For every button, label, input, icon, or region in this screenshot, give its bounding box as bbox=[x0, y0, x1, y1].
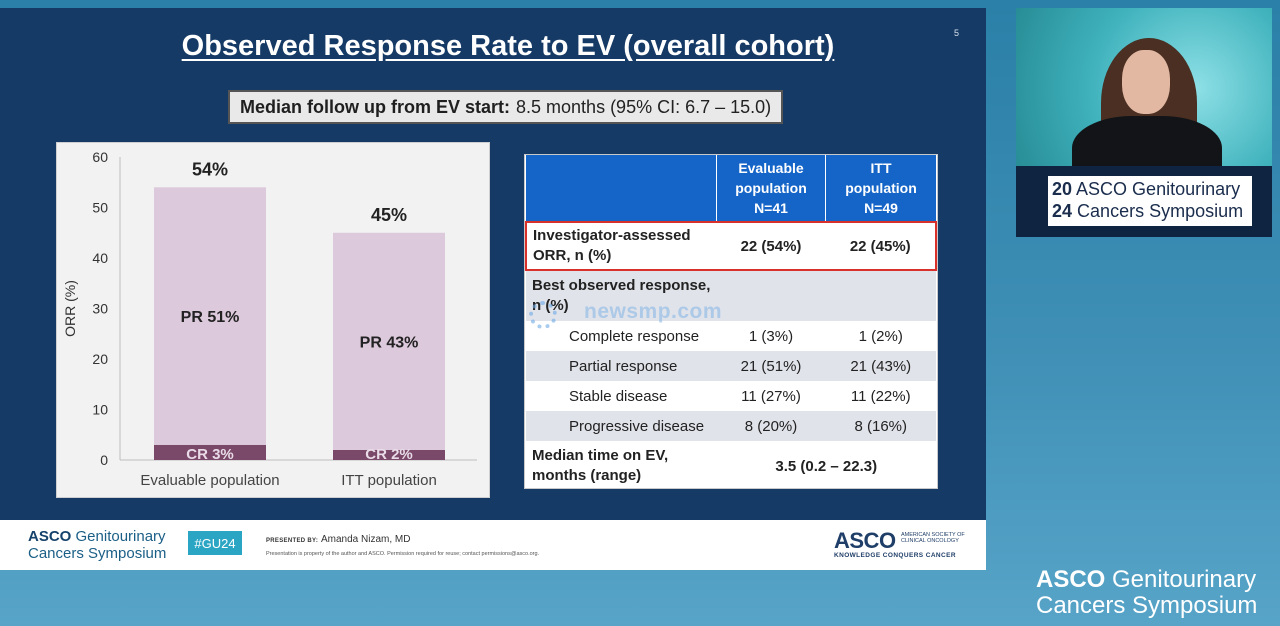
pr-bar-segment bbox=[154, 187, 266, 445]
table-row-orr: Investigator-assessed ORR, n (%) 22 (54%… bbox=[525, 221, 937, 271]
cell-best-response-label: Best observed response, n (%) bbox=[526, 270, 717, 321]
table-row-median-time: Median time on EV, months (range) 3.5 (0… bbox=[526, 441, 936, 491]
y-tick-label: 40 bbox=[92, 250, 108, 266]
cell-pr-itt: 21 (43%) bbox=[825, 351, 936, 381]
header-itt-line3: N=49 bbox=[864, 200, 898, 216]
speaker-video-feed: 20 ASCO Genitourinary 24 Cancers Symposi… bbox=[1016, 8, 1272, 237]
hashtag-badge: #GU24 bbox=[188, 531, 242, 555]
y-tick-label: 20 bbox=[92, 351, 108, 367]
slide-title: Observed Response Rate to EV (overall co… bbox=[181, 30, 835, 62]
cr-bar-segment bbox=[154, 444, 266, 460]
x-category-label: Evaluable population bbox=[140, 472, 279, 489]
table-row-partial-response: Partial response 21 (51%) 21 (43%) bbox=[526, 351, 936, 381]
cr-bar-segment bbox=[333, 449, 445, 460]
table-row-best-response: Best observed response, n (%) bbox=[526, 270, 936, 321]
followup-label: Median follow up from EV start: bbox=[240, 96, 511, 117]
broadcast-brand-logo: ASCO Genitourinary Cancers Symposium bbox=[1036, 567, 1257, 619]
header-itt-line1: ITT bbox=[870, 160, 892, 176]
table-header-itt: ITT population N=49 bbox=[825, 155, 936, 222]
table-header-row: Evaluable population N=41 ITT population… bbox=[526, 155, 936, 222]
table-row-stable-disease: Stable disease 11 (27%) 11 (22%) bbox=[526, 381, 936, 411]
cell-cr-evaluable: 1 (3%) bbox=[748, 327, 794, 345]
cr-segment-label: CR 3% bbox=[186, 446, 234, 463]
watermark-text: newsmp.com bbox=[526, 300, 722, 324]
brand-bold: ASCO bbox=[1036, 566, 1106, 593]
cr-segment-label: CR 2% bbox=[365, 446, 413, 463]
bar-total-label: 45% bbox=[371, 205, 407, 225]
cell-empty bbox=[716, 270, 826, 321]
footer-logo-line1: ASCO Genitourinary bbox=[28, 528, 166, 545]
cell-cr-itt: 1 (2%) bbox=[858, 327, 903, 345]
cell-pd-itt: 8 (16%) bbox=[825, 411, 936, 441]
pr-segment-label: PR 43% bbox=[360, 334, 419, 351]
chart-svg: 0 10 20 30 40 50 60 ORR (%) PR 51% CR 3% 54% Evalua… bbox=[62, 149, 477, 489]
presented-by-label: PRESENTED BY: bbox=[266, 538, 319, 544]
brand-line2: Cancers Symposium bbox=[1036, 592, 1258, 619]
bar-total-label: 54% bbox=[192, 159, 228, 179]
pr-bar-segment bbox=[333, 232, 445, 450]
presenter-name: Amanda Nizam, MD bbox=[321, 534, 411, 545]
sign-text-line2: Cancers Symposium bbox=[1077, 201, 1244, 221]
x-category-label: ITT population bbox=[341, 472, 437, 489]
cell-median-value: 3.5 (0.2 – 22.3) bbox=[775, 457, 878, 475]
orr-bar-chart: 0 10 20 30 40 50 60 ORR (%) PR 51% CR 3% 54% Evalua… bbox=[56, 142, 490, 498]
footer-symposium-logo: ASCO Genitourinary Cancers Symposium bbox=[28, 528, 166, 562]
y-tick-label: 10 bbox=[92, 402, 108, 418]
table-row-progressive-disease: Progressive disease 8 (20%) 8 (16%) bbox=[526, 411, 936, 441]
response-table-panel: Evaluable population N=41 ITT population… bbox=[524, 154, 938, 489]
followup-box: Median follow up from EV start: 8.5 mont… bbox=[228, 90, 784, 124]
y-tick-label: 50 bbox=[92, 200, 108, 216]
speaker-face bbox=[1122, 50, 1170, 114]
asco-motto: KNOWLEDGE CONQUERS CANCER bbox=[834, 552, 956, 559]
pr-segment-label: PR 51% bbox=[181, 309, 240, 326]
cell-sd-itt: 11 (22%) bbox=[850, 387, 911, 405]
lectern-sign-line1: 20 ASCO Genitourinary bbox=[1052, 178, 1248, 200]
y-tick-label: 60 bbox=[92, 149, 108, 165]
y-tick-label: 0 bbox=[100, 452, 108, 468]
brand-text: Genitourinary bbox=[1105, 566, 1257, 593]
watermark-label: newsmp.com bbox=[584, 300, 723, 323]
cell-median-label: Median time on EV, months (range) bbox=[532, 447, 669, 484]
cell-orr-itt: 22 (45%) bbox=[825, 221, 937, 271]
cell-pr-label: Partial response bbox=[526, 351, 717, 381]
lectern-sign-line2: 24 Cancers Symposium bbox=[1052, 200, 1248, 222]
cell-pr-evaluable: 21 (51%) bbox=[716, 351, 826, 381]
brand-line1: ASCO Genitourinary bbox=[1036, 567, 1257, 593]
cell-pd-evaluable: 8 (20%) bbox=[716, 411, 826, 441]
footer-logo-text: Genitourinary bbox=[71, 528, 166, 545]
header-itt-line2: population bbox=[845, 180, 917, 196]
header-evaluable-line2: population bbox=[735, 180, 807, 196]
asco-logo: ASCO bbox=[834, 528, 896, 553]
cell-sd-label: Stable disease bbox=[569, 387, 668, 405]
cell-orr-evaluable: 22 (54%) bbox=[716, 221, 826, 271]
lectern-sign: 20 ASCO Genitourinary 24 Cancers Symposi… bbox=[1048, 176, 1252, 226]
header-evaluable-line1: Evaluable bbox=[738, 160, 804, 176]
table-header-empty bbox=[526, 155, 717, 222]
y-axis-label: ORR (%) bbox=[62, 280, 78, 337]
footer-logo-line2: Cancers Symposium bbox=[28, 545, 167, 562]
header-evaluable-line3: N=41 bbox=[754, 200, 788, 216]
cell-cr-label: Complete response bbox=[569, 327, 700, 345]
cell-orr-label: Investigator-assessed ORR, n (%) bbox=[525, 221, 717, 271]
slide-page-number: 5 bbox=[954, 28, 960, 38]
watermark-logo-icon bbox=[529, 301, 557, 329]
followup-value: 8.5 months (95% CI: 6.7 – 15.0) bbox=[516, 96, 772, 117]
sign-year-bottom: 24 bbox=[1052, 201, 1073, 221]
copyright-note: Presentation is property of the author a… bbox=[266, 551, 540, 557]
cell-sd-evaluable: 11 (27%) bbox=[741, 387, 801, 405]
sign-year-top: 20 bbox=[1052, 179, 1073, 199]
sign-text-line1: ASCO Genitourinary bbox=[1076, 179, 1241, 199]
response-table: Evaluable population N=41 ITT population… bbox=[525, 155, 937, 491]
table-row-complete-response: Complete response 1 (3%) 1 (2%) bbox=[526, 321, 936, 351]
asco-logo-subtitle: AMERICAN SOCIETY OF CLINICAL ONCOLOGY bbox=[901, 532, 965, 544]
cell-pd-label: Progressive disease bbox=[526, 411, 717, 441]
presentation-slide: Observed Response Rate to EV (overall co… bbox=[0, 8, 986, 570]
cell-empty bbox=[825, 270, 936, 321]
table-header-evaluable: Evaluable population N=41 bbox=[716, 155, 826, 222]
slide-footer: ASCO Genitourinary Cancers Symposium #GU… bbox=[0, 520, 986, 570]
footer-logo-bold: ASCO bbox=[28, 528, 72, 545]
y-tick-label: 30 bbox=[92, 301, 108, 317]
